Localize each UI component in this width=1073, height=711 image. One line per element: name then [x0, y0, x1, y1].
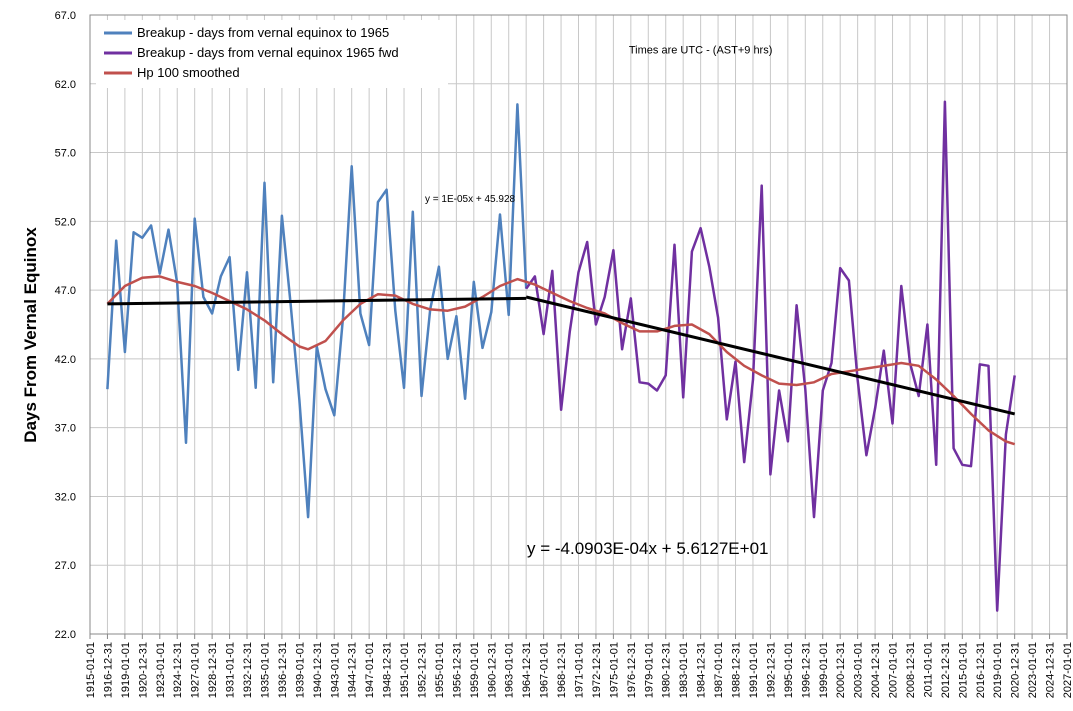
series-line [106, 275, 1016, 446]
x-tick-label: 1956-12-31 [451, 642, 463, 698]
y-tick-label: 42.0 [55, 354, 76, 366]
x-tick-label: 1964-12-31 [521, 642, 533, 698]
y-tick-label: 67.0 [55, 10, 76, 22]
legend-label: Hp 100 smoothed [137, 65, 240, 80]
x-tick-label: 1980-12-31 [661, 642, 673, 698]
x-tick-label: 2019-01-01 [992, 642, 1004, 698]
x-tick-label: 1915-01-01 [85, 642, 97, 698]
legend-label: Breakup - days from vernal equinox to 19… [137, 25, 389, 40]
y-tick-label: 62.0 [55, 79, 76, 91]
x-tick-label: 2015-01-01 [957, 642, 969, 698]
trend-label: y = 1E-05x + 45.928 [425, 194, 516, 205]
x-tick-label: 1992-12-31 [765, 642, 777, 698]
x-tick-label: 1959-01-01 [469, 642, 481, 698]
x-tick-label: 1947-01-01 [364, 642, 376, 698]
x-tick-label: 1931-01-01 [225, 642, 237, 698]
x-tick-label: 1971-01-01 [574, 642, 586, 698]
x-tick-label: 1967-01-01 [539, 642, 551, 698]
x-tick-label: 1924-12-31 [172, 642, 184, 698]
x-tick-label: 1984-12-31 [696, 642, 708, 698]
x-tick-label: 1927-01-01 [190, 642, 202, 698]
x-tick-label: 1995-01-01 [783, 642, 795, 698]
trend-line [525, 295, 1016, 416]
y-tick-label: 37.0 [55, 423, 76, 435]
x-tick-label: 1975-01-01 [608, 642, 620, 698]
x-tick-label: 2007-01-01 [888, 642, 900, 698]
x-tick-label: 1976-12-31 [626, 642, 638, 698]
x-tick-label: 2003-01-01 [853, 642, 865, 698]
legend-label: Breakup - days from vernal equinox 1965 … [137, 45, 399, 60]
legend-box [96, 20, 448, 88]
x-tick-label: 2024-12-31 [1045, 642, 1057, 698]
x-tick-label: 1916-12-31 [102, 642, 114, 698]
x-tick-label: 1960-12-31 [486, 642, 498, 698]
x-tick-label: 1932-12-31 [242, 642, 254, 698]
x-tick-label: 1936-12-31 [277, 642, 289, 698]
x-tick-label: 1999-01-01 [818, 642, 830, 698]
plot-border [89, 14, 1068, 635]
annotation: Times are UTC - (AST+9 hrs) [629, 45, 773, 57]
x-tick-label: 1952-12-31 [416, 642, 428, 698]
x-tick-label: 2016-12-31 [975, 642, 987, 698]
y-axis-title: Days From Vernal Equinox [21, 227, 40, 443]
x-tick-label: 1940-12-31 [312, 642, 324, 698]
x-tick-label: 2012-12-31 [940, 642, 952, 698]
x-tick-label: 1968-12-31 [556, 642, 568, 698]
y-tick-label: 47.0 [55, 285, 76, 297]
x-tick-label: 1991-01-01 [748, 642, 760, 698]
x-tick-label: 1979-01-01 [643, 642, 655, 698]
x-tick-label: 1944-12-31 [347, 642, 359, 698]
trend-line [107, 296, 527, 306]
x-tick-label: 1963-01-01 [504, 642, 516, 698]
x-tick-label: 2023-01-01 [1027, 642, 1039, 698]
x-tick-label: 1988-12-31 [731, 642, 743, 698]
x-tick-label: 2004-12-31 [870, 642, 882, 698]
x-tick-label: 1923-01-01 [155, 642, 167, 698]
y-tick-label: 57.0 [55, 148, 76, 160]
x-tick-label: 1920-12-31 [137, 642, 149, 698]
x-tick-label: 1948-12-31 [382, 642, 394, 698]
x-tick-label: 1935-01-01 [259, 642, 271, 698]
series-line [525, 100, 1016, 612]
x-tick-label: 1972-12-31 [591, 642, 603, 698]
x-tick-label: 1983-01-01 [678, 642, 690, 698]
x-tick-label: 1919-01-01 [120, 642, 132, 698]
x-tick-label: 1943-01-01 [329, 642, 341, 698]
y-tick-label: 22.0 [55, 629, 76, 641]
x-tick-label: 1951-01-01 [399, 642, 411, 698]
x-tick-label: 1987-01-01 [713, 642, 725, 698]
x-tick-label: 2027-01-01 [1062, 642, 1073, 698]
y-tick-label: 27.0 [55, 560, 76, 572]
x-tick-label: 1955-01-01 [434, 642, 446, 698]
x-tick-label: 2011-01-01 [922, 642, 934, 697]
trend-label: y = -4.0903E-04x + 5.6127E+01 [527, 539, 769, 558]
y-tick-label: 32.0 [55, 491, 76, 503]
y-tick-label: 52.0 [55, 216, 76, 228]
x-tick-label: 1928-12-31 [207, 642, 219, 698]
x-tick-label: 2008-12-31 [905, 642, 917, 698]
x-tick-label: 2000-12-31 [835, 642, 847, 698]
x-tick-label: 2020-12-31 [1010, 642, 1022, 698]
x-tick-label: 1939-01-01 [294, 642, 306, 698]
x-tick-label: 1996-12-31 [800, 642, 812, 698]
